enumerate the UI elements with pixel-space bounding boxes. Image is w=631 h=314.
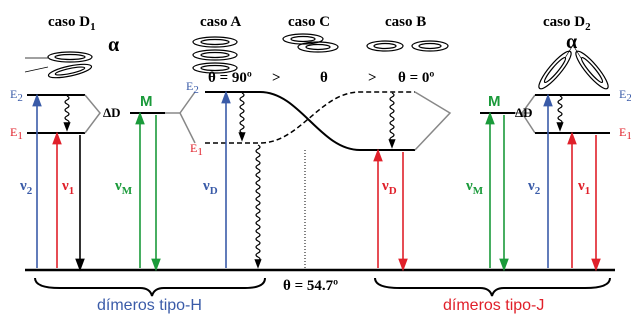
nu-sub: 1 xyxy=(585,185,591,197)
relaxation xyxy=(65,96,69,127)
transition-label: νD xyxy=(381,178,397,197)
angle: θ = 90º xyxy=(208,70,252,86)
relaxation xyxy=(256,145,260,264)
level: E1 xyxy=(190,141,203,158)
angle: > xyxy=(368,70,377,86)
alpha: α xyxy=(566,31,577,53)
relaxation xyxy=(240,93,244,137)
angle: > xyxy=(272,70,281,86)
case-label: caso A xyxy=(200,14,241,30)
monomer: M xyxy=(488,93,501,110)
case-label: caso D1 xyxy=(48,14,96,33)
transition-label: νD xyxy=(202,178,218,197)
delta: ΔD xyxy=(515,105,533,120)
level: E2 xyxy=(186,79,199,96)
level: E2 xyxy=(10,87,23,104)
transition-label: ν1 xyxy=(577,178,590,197)
level: E2 xyxy=(619,87,631,104)
magic-angle: θ = 54.7º xyxy=(283,278,338,294)
angle: θ = 0º xyxy=(398,70,434,86)
case-label: caso B xyxy=(385,14,426,30)
transition-label: ν2 xyxy=(527,178,541,197)
transition-label: ν2 xyxy=(19,178,33,197)
nu-sub: 1 xyxy=(69,185,75,197)
level: E1 xyxy=(10,125,23,142)
alpha: α xyxy=(108,34,119,56)
transition-label: ν1 xyxy=(61,178,74,197)
relaxation xyxy=(390,93,394,144)
level: E1 xyxy=(619,125,631,142)
group-label: dímeros tipo-H xyxy=(97,297,202,314)
nu-sub: D xyxy=(210,185,218,197)
nu-sub: M xyxy=(473,185,484,197)
relaxation xyxy=(558,96,562,127)
transition-label: νM xyxy=(114,178,133,197)
nu-sub: 2 xyxy=(27,185,33,197)
monomer: M xyxy=(140,93,153,110)
diagram: caso D1 caso A caso C caso B caso D2 α α… xyxy=(0,0,631,314)
angle: θ xyxy=(320,70,328,86)
nu-sub: D xyxy=(389,185,397,197)
nu-sub: 2 xyxy=(535,185,541,197)
transition-label: νM xyxy=(465,178,484,197)
group-label: dímeros tipo-J xyxy=(443,297,544,314)
delta: ΔD xyxy=(103,105,121,120)
nu-sub: M xyxy=(122,185,133,197)
case-label: caso C xyxy=(288,14,330,30)
